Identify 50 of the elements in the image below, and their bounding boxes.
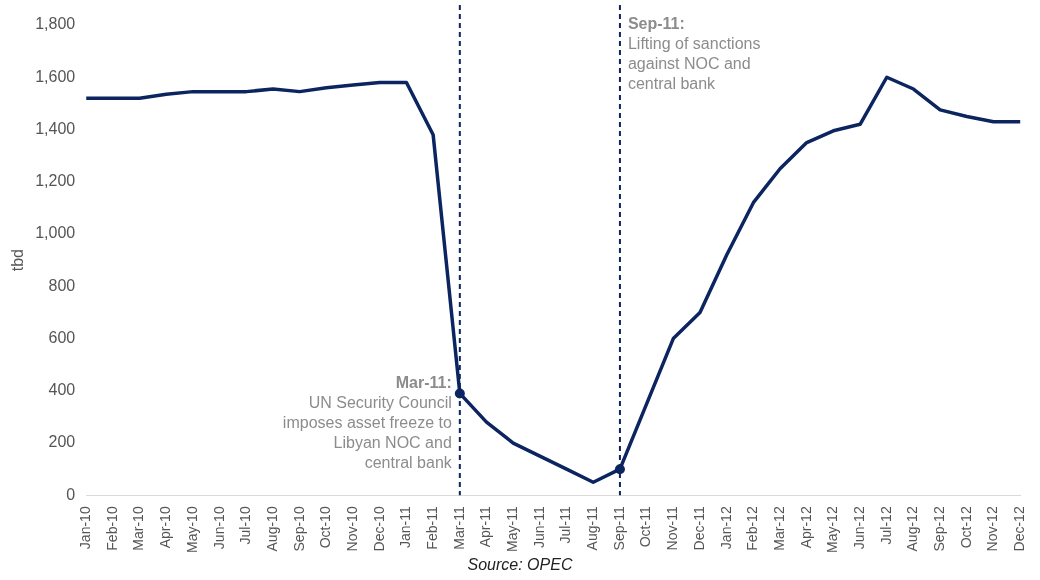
x-tick-label: Jun-11 — [530, 506, 547, 549]
x-tick-label: May-11 — [504, 506, 521, 552]
x-tick-label: Jan-11 — [397, 506, 414, 549]
y-tick-label: 600 — [48, 328, 76, 346]
x-tick-label: Jan-12 — [717, 506, 734, 550]
x-tick-label: Apr-10 — [157, 506, 174, 549]
x-tick-label: May-12 — [824, 506, 841, 553]
x-tick-label: Mar-12 — [770, 506, 787, 551]
x-tick-label: Mar-11 — [450, 506, 467, 550]
x-tick-label: Dec-10 — [370, 506, 387, 552]
x-tick-label: Dec-11 — [690, 506, 707, 551]
y-tick-label: 1,200 — [35, 172, 76, 190]
y-axis-title: tbd — [9, 249, 27, 272]
x-tick-label: Mar-10 — [130, 506, 147, 551]
x-tick-label: Feb-10 — [103, 506, 120, 551]
x-tick-label: Feb-12 — [744, 506, 761, 551]
x-tick-label: Jul-12 — [877, 506, 894, 545]
x-tick-label: Aug-11 — [584, 506, 601, 551]
source-note: Source: OPEC — [466, 556, 574, 574]
x-tick-label: Nov-12 — [984, 506, 1001, 552]
ref-line-label: Mar-11: UN Security Council imposes asset freeze to Libyan NOC and central bank — [282, 373, 453, 471]
x-tick-label: Jun-10 — [210, 506, 227, 550]
x-tick-label: Dec-12 — [1011, 506, 1028, 552]
x-tick-label: Nov-10 — [343, 506, 360, 552]
x-tick-label: May-10 — [183, 506, 200, 553]
y-tick-label: 1,400 — [35, 119, 76, 137]
x-tick-label: Jul-11 — [557, 506, 574, 544]
y-tick-label: 800 — [48, 276, 76, 294]
x-tick-label: Apr-12 — [797, 506, 814, 549]
x-tick-label: Sep-10 — [290, 506, 307, 552]
x-tick-label: Oct-10 — [317, 506, 334, 549]
x-tick-label: Feb-11 — [424, 506, 440, 550]
y-tick-label: 0 — [66, 485, 76, 503]
y-tick-label: 200 — [48, 433, 76, 451]
x-tick-label: Aug-10 — [263, 506, 280, 552]
x-tick-label: Aug-12 — [904, 506, 921, 552]
x-tick-label: Oct-12 — [957, 506, 974, 549]
y-tick-label: 1,000 — [35, 224, 76, 242]
x-tick-label: Jan-10 — [77, 506, 94, 550]
x-tick-label: Apr-11 — [477, 506, 494, 548]
ref-line-label: Sep-11: Lifting of sanctions against NOC and central bank — [627, 15, 761, 93]
x-tick-label: Jul-10 — [237, 506, 254, 545]
y-tick-label: 1,800 — [35, 15, 76, 33]
x-tick-label: Oct-11 — [637, 506, 654, 548]
x-tick-label: Sep-12 — [931, 506, 948, 552]
y-tick-label: 1,600 — [35, 67, 76, 85]
y-tick-label: 400 — [48, 381, 76, 399]
x-tick-label: Sep-11 — [610, 506, 627, 551]
x-tick-label: Jun-12 — [850, 506, 867, 550]
x-tick-label: Nov-11 — [664, 506, 681, 551]
